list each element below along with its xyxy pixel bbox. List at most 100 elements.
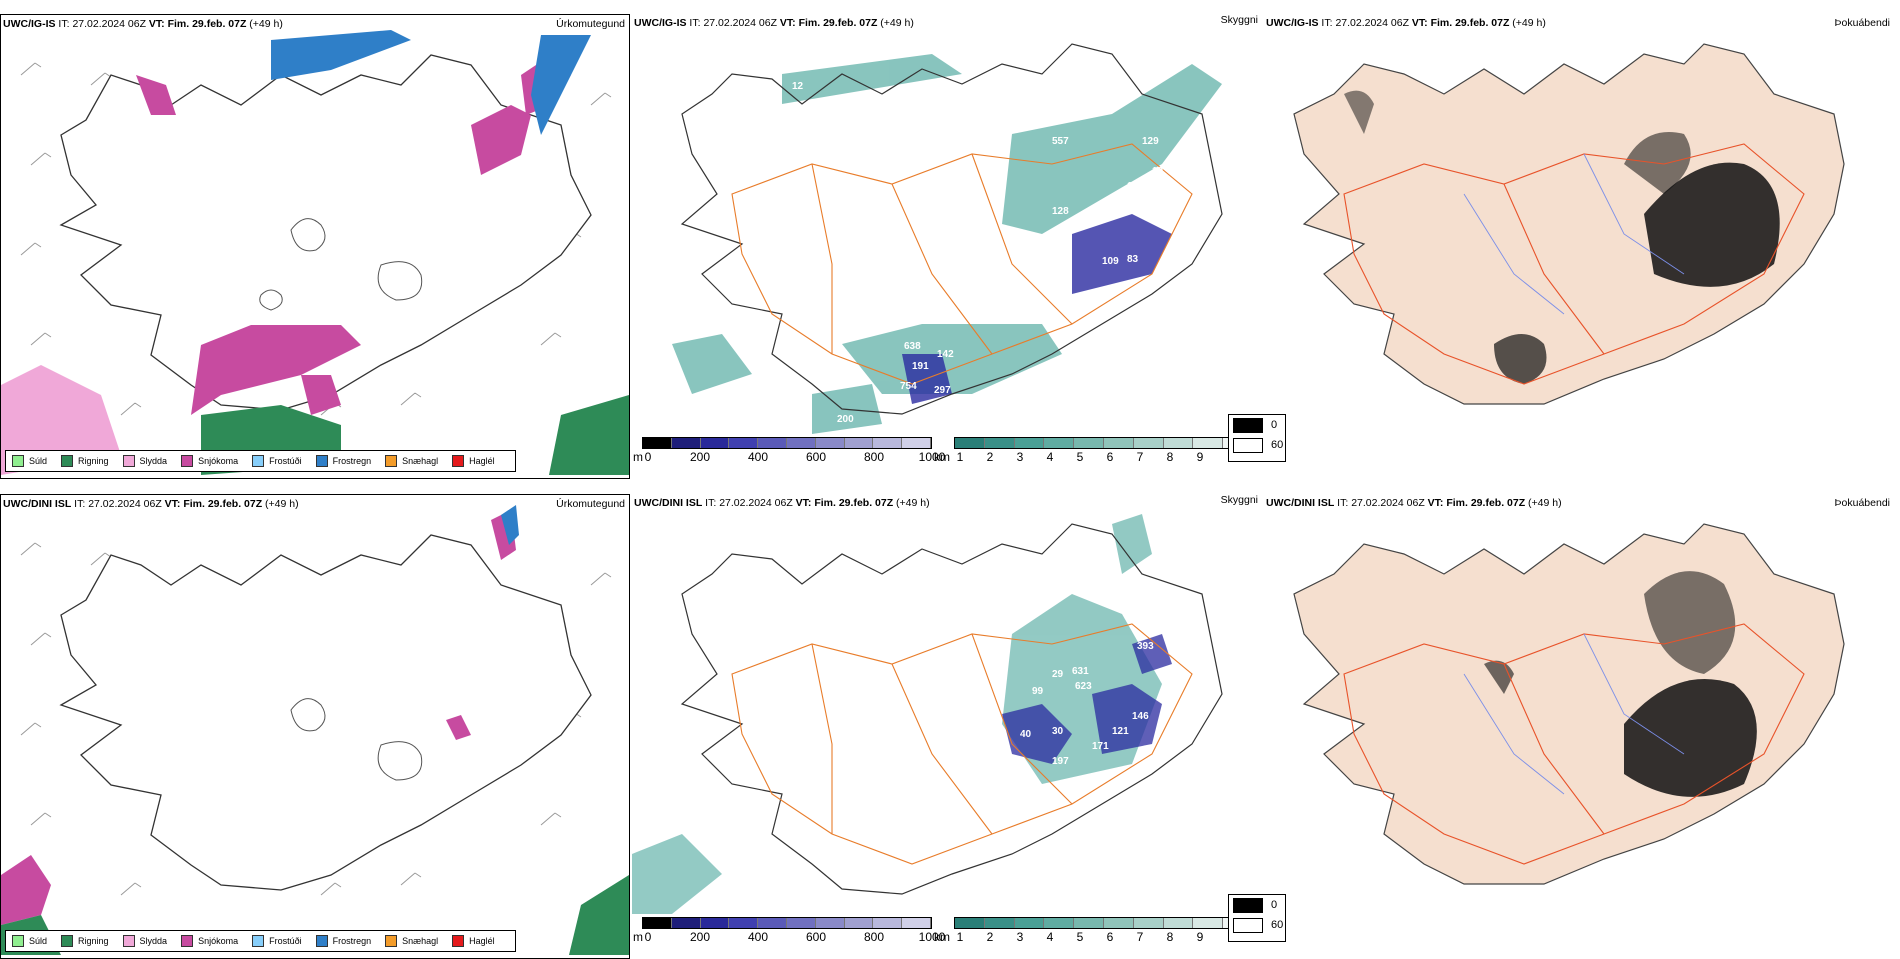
fog-swatch-dark <box>1233 417 1263 433</box>
legend-swatch <box>315 935 328 947</box>
cloud-label: 197 <box>1052 756 1069 767</box>
fog-dark-areas <box>1484 571 1757 797</box>
cbar-tick: 600 <box>805 930 827 944</box>
legend-item-hail: Haglél <box>452 455 495 467</box>
panel-title: Þokuábendi <box>1834 497 1890 509</box>
legend-swatch <box>252 935 265 947</box>
precip-type-panel-top: UWC/IG-IS IT: 27.02.2024 06Z VT: Fim. 29… <box>0 14 630 479</box>
panel-title: Skyggni <box>1220 14 1258 26</box>
cbar-tick: 600 <box>805 450 827 464</box>
roads <box>731 623 1193 865</box>
iceland-coastline <box>680 523 1223 895</box>
legend-item-freezing-drizzle: Frostúði <box>252 935 302 947</box>
fog-index-map <box>1293 43 1845 405</box>
fog-index-panel-top: UWC/IG-IS IT: 27.02.2024 06Z VT: Fim. 29… <box>1228 14 1894 479</box>
cbar-tick: 1000 <box>918 930 946 944</box>
panel-title: Þokuábendi <box>1834 17 1890 29</box>
legend-item-snow-pellets: Snæhagl <box>385 455 438 467</box>
cloud-label: 12 <box>792 81 804 92</box>
cloud-label: 29 <box>1052 669 1064 680</box>
cloud-label: 99 <box>1032 686 1044 697</box>
rivers <box>1463 153 1685 315</box>
legend-swatch <box>61 935 74 947</box>
visibility-map: 557 129 19 12 140 120 109 83 128 638 142… <box>672 43 1223 434</box>
cbar-tick: 7 <box>1136 930 1144 944</box>
cloud-label: 631 <box>1072 666 1089 677</box>
cloud-label: 146 <box>1132 711 1149 722</box>
fog-swatch-light <box>1233 437 1263 453</box>
panel-header: UWC/IG-IS IT: 27.02.2024 06Z VT: Fim. 29… <box>634 17 914 29</box>
legend-swatch <box>385 935 398 947</box>
freezing-rain-areas <box>271 30 591 135</box>
iceland-coastline <box>59 54 592 411</box>
precip-type-legend: Súld Rigning Slydda Snjókoma Frostúði Fr… <box>5 450 516 472</box>
cloud-label: 393 <box>1137 641 1154 652</box>
legend-swatch <box>12 935 24 947</box>
cloud-label: 83 <box>1127 254 1139 265</box>
cloud-label: 19 <box>1152 166 1164 177</box>
cbar-tick: 400 <box>747 450 769 464</box>
glaciers <box>259 218 423 311</box>
cloud-label: 129 <box>1142 136 1159 147</box>
panel-header: UWC/IG-IS IT: 27.02.2024 06Z VT: Fim. 29… <box>3 18 283 30</box>
visibility-map: 631 623 393 146 121 171 197 30 40 99 29 <box>632 514 1223 914</box>
legend-swatch <box>61 455 74 467</box>
roads <box>731 143 1193 385</box>
fog-legend: 0 60 <box>1228 894 1286 942</box>
legend-item-freezing-rain: Frostregn <box>315 935 371 947</box>
legend-item-snow: Snjókoma <box>181 935 238 947</box>
cbar-tick: 200 <box>689 450 711 464</box>
cbar-tick: 1 <box>956 930 964 944</box>
cloud-label: 121 <box>1112 726 1129 737</box>
cloud-label: 638 <box>904 341 921 352</box>
cloud-label: 140 <box>1127 181 1144 192</box>
cloud-label: 109 <box>1102 256 1119 267</box>
legend-swatch <box>385 455 398 467</box>
cbar-unit: km <box>934 450 950 464</box>
cloud-label: 191 <box>912 361 929 372</box>
fog-index-panel-bottom: UWC/DINI ISL IT: 27.02.2024 06Z VT: Fim.… <box>1228 494 1894 959</box>
legend-swatch <box>452 455 465 467</box>
legend-item-drizzle: Súld <box>12 455 47 467</box>
legend-swatch <box>252 455 265 467</box>
cloud-label: 120 <box>1052 276 1069 287</box>
visibility-panel-bottom: UWC/DINI ISL IT: 27.02.2024 06Z VT: Fim.… <box>632 494 1262 959</box>
legend-swatch <box>181 455 194 467</box>
iceland-land <box>1293 523 1845 885</box>
cbar-tick: 6 <box>1106 450 1114 464</box>
cbar-tick: 4 <box>1046 450 1054 464</box>
cbar-tick: 9 <box>1196 930 1204 944</box>
cbar-tick: 200 <box>689 930 711 944</box>
visibility-panel-top: UWC/IG-IS IT: 27.02.2024 06Z VT: Fim. 29… <box>632 14 1262 479</box>
precip-type-panel-bottom: UWC/DINI ISL IT: 27.02.2024 06Z VT: Fim.… <box>0 494 630 959</box>
iceland-coastline <box>59 534 592 891</box>
fog-index-map <box>1293 523 1845 885</box>
legend-item-sleet: Slydda <box>122 455 167 467</box>
colorbar-cloud-base-m: m 0 200 400 600 800 1000 <box>633 437 945 464</box>
cloud-label: 40 <box>1020 729 1032 740</box>
cbar-tick: 1 <box>956 450 964 464</box>
legend-item-rain: Rigning <box>61 455 109 467</box>
glaciers <box>290 698 423 781</box>
cbar-unit: m <box>633 930 643 944</box>
panel-title: Úrkomutegund <box>556 18 625 30</box>
cbar-unit: km <box>934 930 950 944</box>
cloud-label: 297 <box>934 385 951 396</box>
rivers <box>1463 633 1685 795</box>
cloud-label: 171 <box>1092 741 1109 752</box>
cloud-blue-areas <box>1002 634 1172 764</box>
legend-item-hail: Haglél <box>452 935 495 947</box>
legend-item-drizzle: Súld <box>12 935 47 947</box>
cbar-tick: 5 <box>1076 450 1084 464</box>
freezing-rain-areas <box>501 505 519 545</box>
cloud-label: 128 <box>1052 206 1069 217</box>
legend-swatch <box>12 455 24 467</box>
roads <box>1343 143 1805 385</box>
legend-item-rain: Rigning <box>61 935 109 947</box>
cloud-labels: 631 623 393 146 121 171 197 30 40 99 29 <box>1020 641 1154 767</box>
colorbar-cloud-base-m: m 0 200 400 600 800 1000 <box>633 917 945 944</box>
legend-item-freezing-rain: Frostregn <box>315 455 371 467</box>
panel-title: Skyggni <box>1220 494 1258 506</box>
cbar-tick: 3 <box>1016 450 1024 464</box>
colorbar-visibility-km: km12345678910 <box>934 917 1254 944</box>
